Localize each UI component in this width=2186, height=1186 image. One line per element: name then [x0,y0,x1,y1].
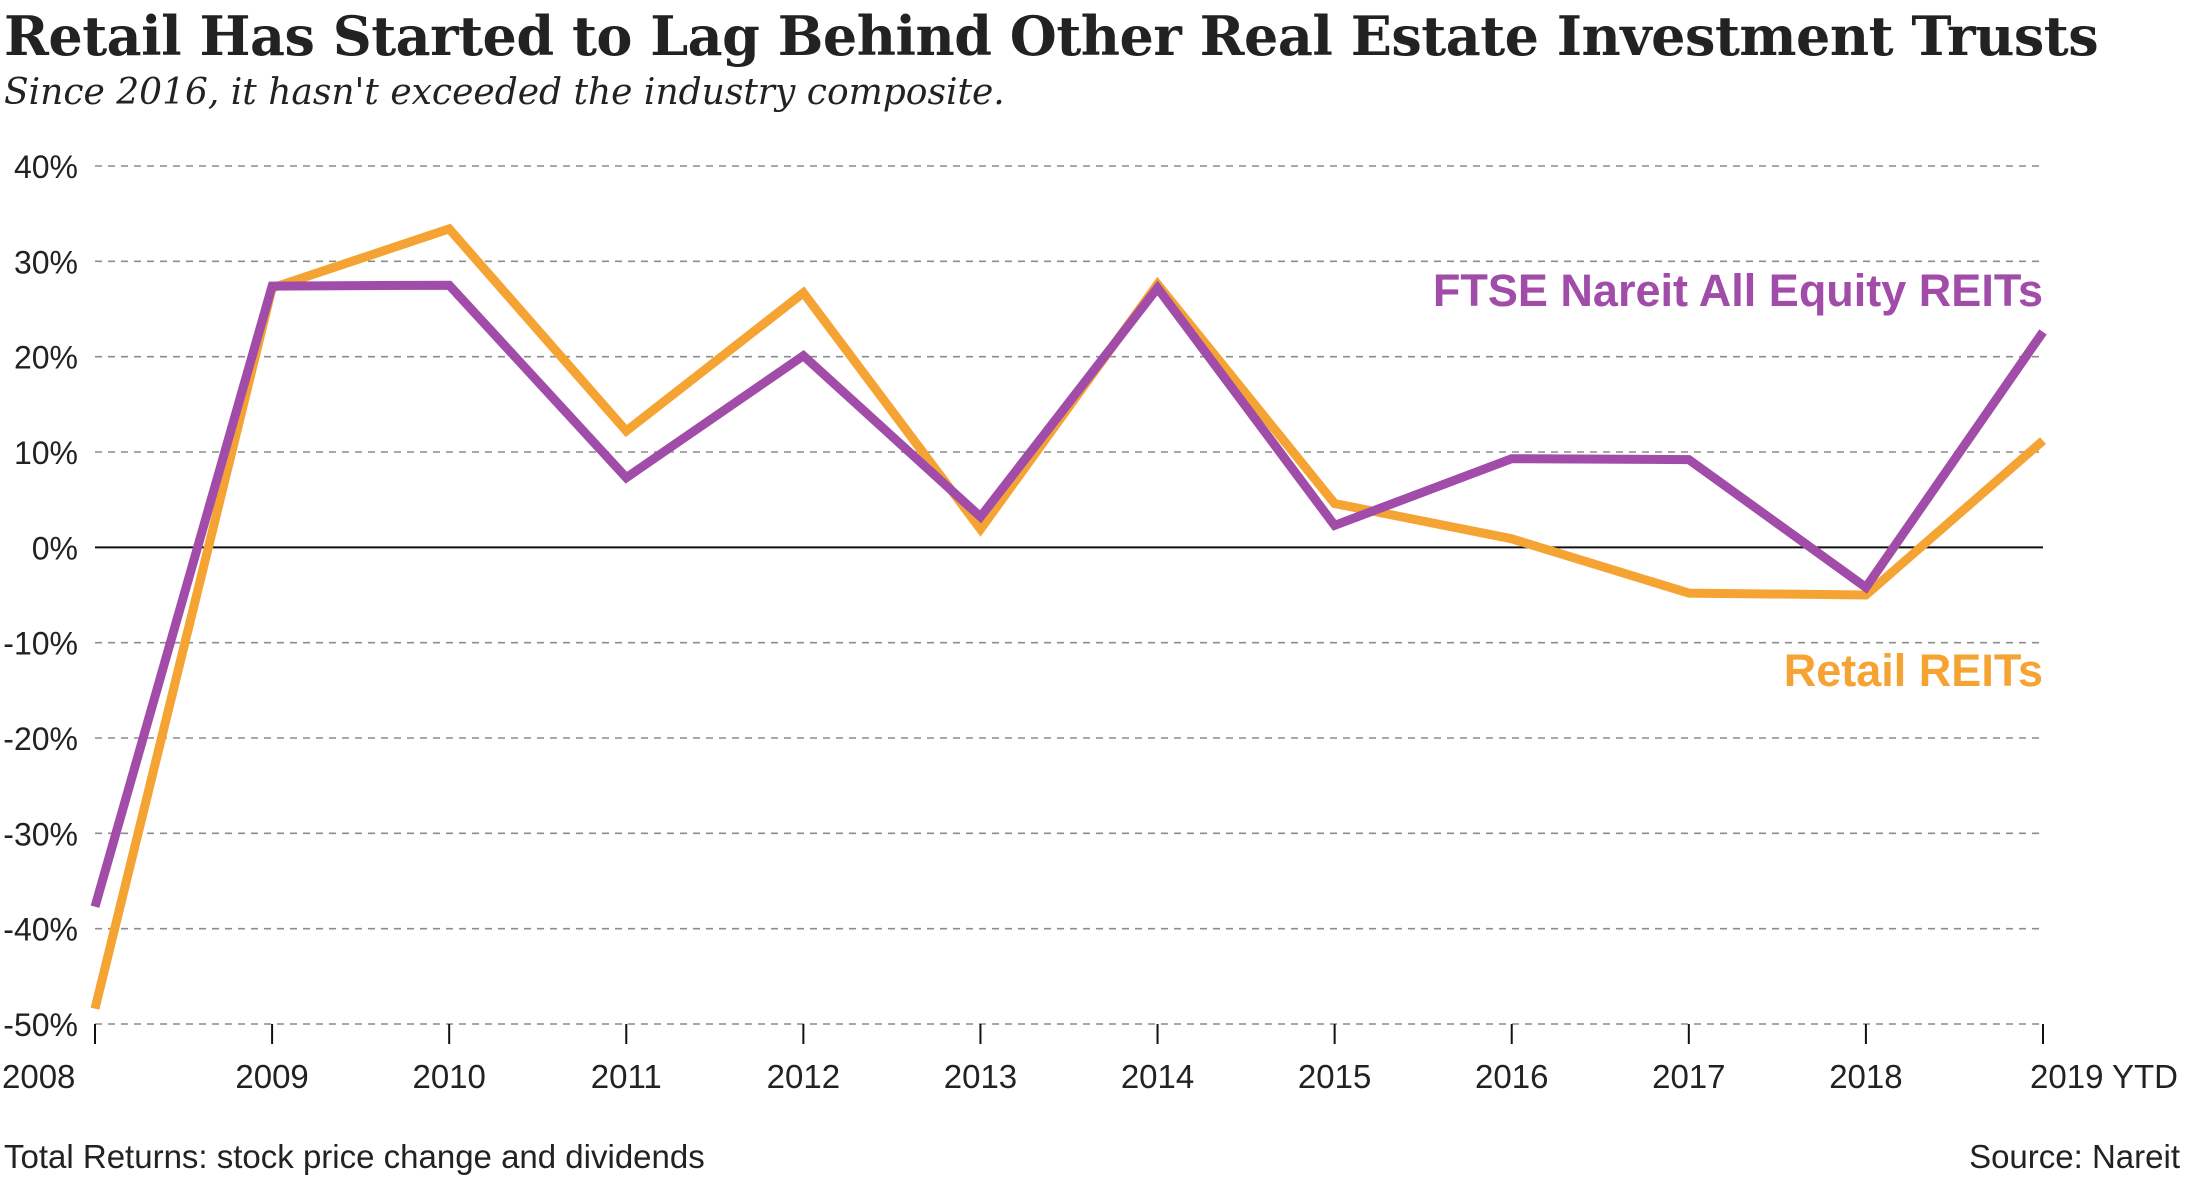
y-tick-label: -20% [3,721,78,757]
grid-lines [95,165,2043,1025]
y-tick-label: 40% [14,149,78,185]
footnote: Total Returns: stock price change and di… [4,1138,705,1175]
x-tick-label: 2018 [1829,1058,1902,1095]
series-line [90,223,2046,1010]
source-note: Source: Nareit [1969,1138,2180,1175]
x-tick-label: 2016 [1475,1058,1548,1095]
x-tick-label: 2008 [2,1058,75,1095]
x-tick-label: 2011 [591,1058,662,1095]
series-lines [90,223,2047,1010]
x-tick-label: 2010 [412,1058,485,1095]
y-tick-label: -40% [3,912,78,948]
series-label: Retail REITs [1784,645,2043,696]
x-tick-label: 2012 [767,1058,840,1095]
series-line [90,280,2047,908]
series-label: FTSE Nareit All Equity REITs [1433,265,2043,316]
y-tick-label: 0% [32,530,78,566]
y-tick-label: 30% [14,244,78,280]
x-tick-label: 2013 [944,1058,1017,1095]
x-tick-label: 2015 [1298,1058,1371,1095]
x-tick-label: 2009 [235,1058,308,1095]
chart-subtitle: Since 2016, it hasn't exceeded the indus… [4,72,1005,113]
x-tick-label: 2014 [1121,1058,1194,1095]
series-labels: Retail REITs FTSE Nareit All Equity REITs [1433,265,2043,696]
x-tick-label: 2017 [1652,1058,1725,1095]
y-tick-label: -10% [3,626,78,662]
x-axis: 2008 2009 2010 2011 2012 2013 2014 2015 2016 2017… [2,1024,2178,1095]
y-tick-label: 20% [14,340,78,376]
y-tick-label: -30% [3,816,78,852]
chart-title: Retail Has Started to Lag Behind Other R… [4,4,2099,68]
x-tick-label: 2019 YTD [2030,1058,2178,1095]
y-axis-tick-labels: 40% 30% 20% 10% 0% -10% -20% -30% -40% -50% [3,149,78,1043]
y-tick-label: -50% [3,1007,78,1043]
y-tick-label: 10% [14,435,78,471]
